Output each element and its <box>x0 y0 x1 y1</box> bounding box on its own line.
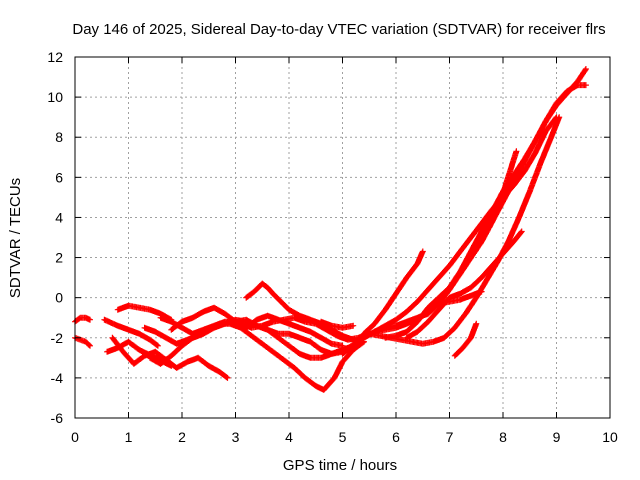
series-13 <box>318 318 357 331</box>
y-tick-label: 8 <box>55 129 63 145</box>
series-9-points <box>157 314 357 357</box>
series-12 <box>237 114 563 347</box>
y-tick-label: 6 <box>55 169 63 185</box>
x-tick-label: 8 <box>499 429 507 445</box>
x-axis-label: GPS time / hours <box>283 457 397 474</box>
y-tick-label: 4 <box>55 209 63 225</box>
y-axis-label: SDTVAR / TECUs <box>7 178 24 298</box>
series-18 <box>382 148 520 341</box>
series-20-points <box>435 288 485 307</box>
x-tick-label: 10 <box>602 429 618 445</box>
x-tick-label: 1 <box>125 429 133 445</box>
x-tick-label: 9 <box>553 429 561 445</box>
series-13-points <box>318 318 357 331</box>
y-tick-label: -4 <box>51 370 64 386</box>
series-18-points <box>382 148 520 341</box>
chart-title: Day 146 of 2025, Sidereal Day-to-day VTE… <box>72 21 605 38</box>
x-tick-label: 6 <box>392 429 400 445</box>
x-tick-label: 0 <box>71 429 79 445</box>
x-tick-label: 4 <box>285 429 293 445</box>
series-21 <box>451 320 480 359</box>
series-9 <box>157 314 357 357</box>
x-tick-label: 2 <box>178 429 186 445</box>
y-tick-label: -6 <box>51 410 64 426</box>
series-11-points <box>243 280 367 345</box>
x-axis-ticks: 0 1 2 3 4 5 6 7 8 9 10 <box>71 57 618 445</box>
series-3 <box>101 316 161 349</box>
data-marks <box>72 66 589 393</box>
x-tick-label: 3 <box>232 429 240 445</box>
y-tick-label: 0 <box>55 290 63 306</box>
series-5 <box>109 334 231 381</box>
series-3-points <box>101 316 161 349</box>
series-16 <box>360 248 426 337</box>
series-11 <box>243 280 367 345</box>
series-5-points <box>109 334 231 381</box>
y-tick-label: 10 <box>47 89 63 105</box>
series-21-points <box>451 320 480 359</box>
series-16-points <box>360 248 426 337</box>
y-tick-label: 2 <box>55 250 63 266</box>
x-tick-label: 7 <box>446 429 454 445</box>
y-tick-label: -2 <box>51 330 64 346</box>
series-12-points <box>237 114 563 347</box>
series-20 <box>435 288 485 307</box>
y-tick-label: 12 <box>47 49 63 65</box>
y-axis-ticks: -6 -4 -2 0 2 4 6 8 10 12 <box>47 49 610 426</box>
x-tick-label: 5 <box>339 429 347 445</box>
